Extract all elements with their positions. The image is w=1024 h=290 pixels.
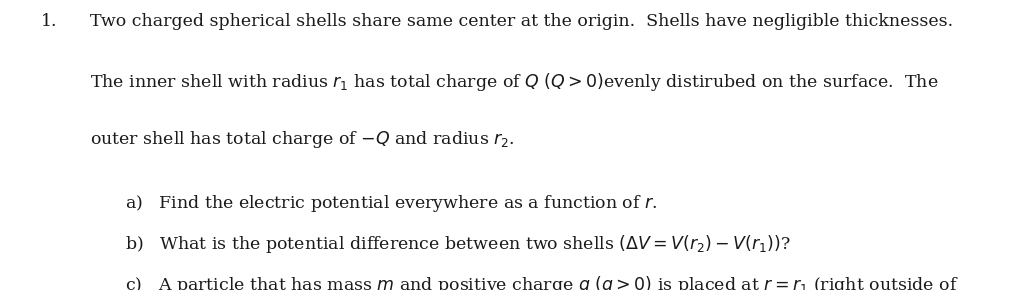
Text: The inner shell with radius $r_1$ has total charge of $Q$ $(Q > 0)$evenly distir: The inner shell with radius $r_1$ has to… [90,71,939,93]
Text: outer shell has total charge of $-Q$ and radius $r_2$.: outer shell has total charge of $-Q$ and… [90,129,515,150]
Text: Two charged spherical shells share same center at the origin.  Shells have negli: Two charged spherical shells share same … [90,13,953,30]
Text: c)   A particle that has mass $m$ and positive charge $q$ $(q > 0)$ is placed at: c) A particle that has mass $m$ and posi… [125,274,958,290]
Text: b)   What is the potential difference between two shells $(\Delta V = V(r_2) - V: b) What is the potential difference betw… [125,233,791,255]
Text: a)   Find the electric potential everywhere as a function of $r$.: a) Find the electric potential everywher… [125,193,657,214]
Text: 1.: 1. [41,13,57,30]
